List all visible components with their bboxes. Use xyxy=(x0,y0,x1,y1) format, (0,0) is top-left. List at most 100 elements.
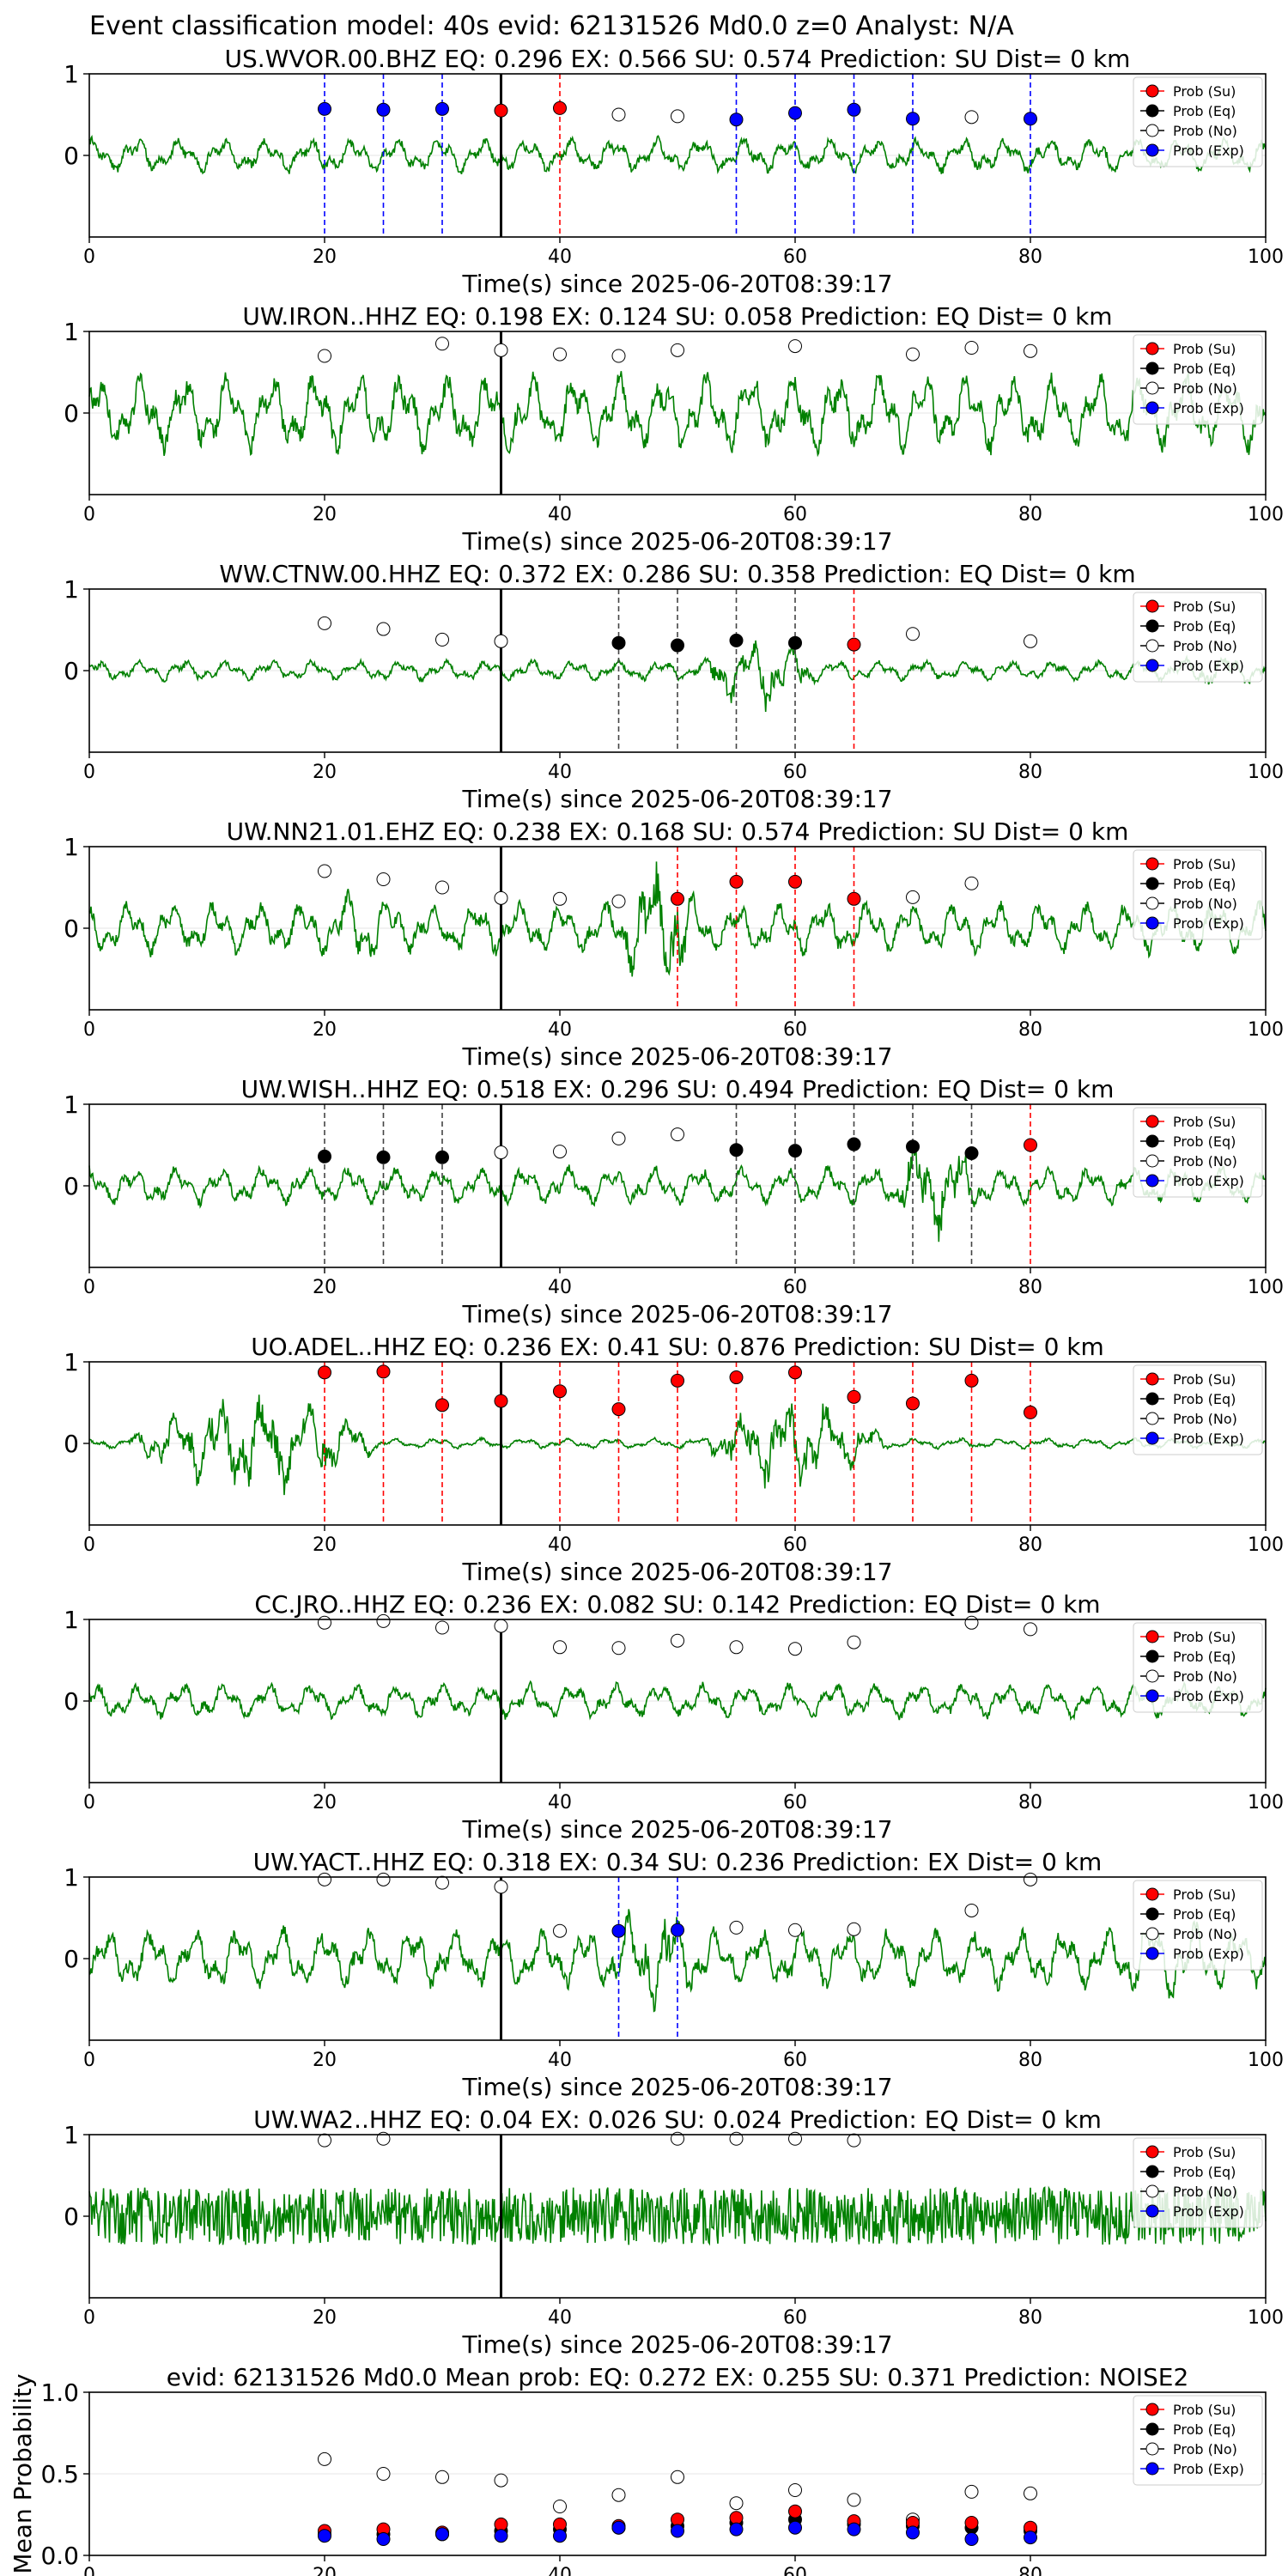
panel-title: UW.NN21.01.EHZ EQ: 0.238 EX: 0.168 SU: 0… xyxy=(227,817,1129,846)
prob-point-exp xyxy=(671,2524,684,2538)
prob-point-no xyxy=(318,1872,331,1886)
legend-marker-su xyxy=(1145,857,1159,871)
y-tick-label: 0 xyxy=(64,657,79,685)
prob-point-exp xyxy=(847,102,861,117)
legend-box xyxy=(1133,1622,1263,1713)
waveform-trace xyxy=(88,371,1267,458)
prob-point-no xyxy=(376,622,391,636)
panel-title: UO.ADEL..HHZ EQ: 0.236 EX: 0.41 SU: 0.87… xyxy=(251,1333,1104,1361)
prob-point-no xyxy=(435,1620,449,1635)
prob-point-su xyxy=(906,1396,920,1411)
prob-point-exp xyxy=(964,2532,979,2546)
y-tick-label: 1 xyxy=(64,833,79,861)
legend-label-no: Prob (No) xyxy=(1173,1411,1237,1427)
y-tick-label: 0 xyxy=(64,142,79,170)
prob-point-no xyxy=(788,1642,802,1656)
prob-point-no xyxy=(729,2496,744,2511)
prob-point-no xyxy=(553,1640,567,1655)
panel-title: UW.IRON..HHZ EQ: 0.198 EX: 0.124 SU: 0.0… xyxy=(242,302,1112,331)
x-tick-label: 80 xyxy=(1018,2050,1042,2071)
legend-marker-eq xyxy=(1145,1392,1159,1406)
y-tick-label: 0 xyxy=(64,1687,79,1716)
x-tick-label: 80 xyxy=(1018,2307,1042,2329)
prob-point-su xyxy=(788,874,802,889)
x-tick-label: 60 xyxy=(783,2050,807,2071)
prob-point-su xyxy=(494,2517,508,2531)
x-tick-label: 40 xyxy=(548,1277,572,1298)
x-tick-label: 40 xyxy=(548,2050,572,2071)
x-tick-label: 40 xyxy=(548,504,572,526)
prob-point-eq xyxy=(729,633,744,647)
x-tick-label: 100 xyxy=(1248,762,1284,783)
legend-box xyxy=(1133,1107,1263,1198)
legend-label-eq: Prob (Eq) xyxy=(1173,2421,1236,2438)
panel-8: UW.YACT..HHZ EQ: 0.318 EX: 0.34 SU: 0.23… xyxy=(64,1848,1284,2101)
prob-point-su xyxy=(553,1384,567,1399)
legend-box xyxy=(1133,334,1263,425)
prob-point-no xyxy=(1024,343,1037,358)
prob-point-no xyxy=(906,347,920,361)
y-tick-label: 0 xyxy=(64,1430,79,1458)
legend-marker-no xyxy=(1145,639,1159,653)
legend-box xyxy=(1133,592,1263,683)
prob-point-no xyxy=(671,2470,684,2484)
prob-point-no xyxy=(435,337,449,351)
waveform-trace xyxy=(88,1141,1267,1242)
y-axis-label: Mean Probability xyxy=(9,2373,37,2573)
legend-marker-exp xyxy=(1145,916,1159,930)
legend-label-no: Prob (No) xyxy=(1173,896,1237,912)
legend-label-no: Prob (No) xyxy=(1173,2184,1237,2200)
prob-point-no xyxy=(964,341,979,355)
legend-label-eq: Prob (Eq) xyxy=(1173,103,1236,119)
prob-point-su xyxy=(553,2517,567,2531)
x-tick-label: 0 xyxy=(83,2565,95,2576)
prob-point-no xyxy=(788,2483,802,2497)
x-tick-label: 20 xyxy=(313,1277,337,1298)
legend: Prob (Su) Prob (Eq) Prob (No) Prob (Exp) xyxy=(1133,1364,1263,1455)
legend-label-eq: Prob (Eq) xyxy=(1173,2164,1236,2180)
prob-point-su xyxy=(376,1364,391,1379)
x-tick-label: 20 xyxy=(313,762,337,783)
prob-point-exp xyxy=(729,2522,744,2537)
panel-title: UW.WISH..HHZ EQ: 0.518 EX: 0.296 SU: 0.4… xyxy=(241,1075,1115,1103)
x-tick-label: 100 xyxy=(1248,2307,1284,2329)
legend-label-no: Prob (No) xyxy=(1173,638,1237,654)
y-tick-label: 0.0 xyxy=(40,2542,79,2570)
x-axis-label: Time(s) since 2025-06-20T08:39:17 xyxy=(461,1558,892,1586)
legend-label-eq: Prob (Eq) xyxy=(1173,1391,1236,1407)
legend-label-exp: Prob (Exp) xyxy=(1173,1431,1244,1447)
legend-label-exp: Prob (Exp) xyxy=(1173,1173,1244,1189)
x-tick-label: 100 xyxy=(1248,246,1284,268)
waveform-trace xyxy=(88,134,1267,175)
prob-point-exp xyxy=(435,2527,449,2542)
legend-label-eq: Prob (Eq) xyxy=(1173,618,1236,635)
x-tick-label: 60 xyxy=(783,1019,807,1041)
panel-9: UW.WA2..HHZ EQ: 0.04 EX: 0.026 SU: 0.024… xyxy=(64,2105,1284,2359)
x-tick-label: 20 xyxy=(313,1534,337,1556)
legend-marker-eq xyxy=(1145,1907,1159,1921)
legend-marker-su xyxy=(1145,1372,1159,1386)
prob-point-no xyxy=(553,1923,567,1938)
legend-marker-no xyxy=(1145,1154,1159,1168)
prob-point-exp xyxy=(729,112,744,127)
y-tick-label: 1 xyxy=(64,1091,79,1119)
legend-label-exp: Prob (Exp) xyxy=(1173,143,1244,159)
prob-point-su xyxy=(729,1370,744,1385)
prob-point-eq xyxy=(788,1144,802,1158)
x-tick-label: 20 xyxy=(313,504,337,526)
x-axis-label: Time(s) since 2025-06-20T08:39:17 xyxy=(461,270,892,298)
prob-point-no xyxy=(611,2488,626,2502)
legend-box xyxy=(1133,849,1263,940)
x-axis-label: Time(s) since 2025-06-20T08:39:17 xyxy=(461,1042,892,1071)
x-tick-label: 80 xyxy=(1018,1019,1042,1041)
prob-point-eq xyxy=(964,1146,979,1160)
x-tick-label: 40 xyxy=(548,246,572,268)
x-tick-label: 40 xyxy=(548,1019,572,1041)
panel-3: WW.CTNW.00.HHZ EQ: 0.372 EX: 0.286 SU: 0… xyxy=(64,560,1284,813)
x-axis-label: Time(s) since 2025-06-20T08:39:17 xyxy=(461,2330,892,2359)
prob-point-no xyxy=(671,1127,684,1142)
prob-point-su xyxy=(671,1373,684,1388)
legend-label-exp: Prob (Exp) xyxy=(1173,2203,1244,2220)
prob-point-exp xyxy=(847,2522,861,2537)
legend-marker-eq xyxy=(1145,2422,1159,2436)
